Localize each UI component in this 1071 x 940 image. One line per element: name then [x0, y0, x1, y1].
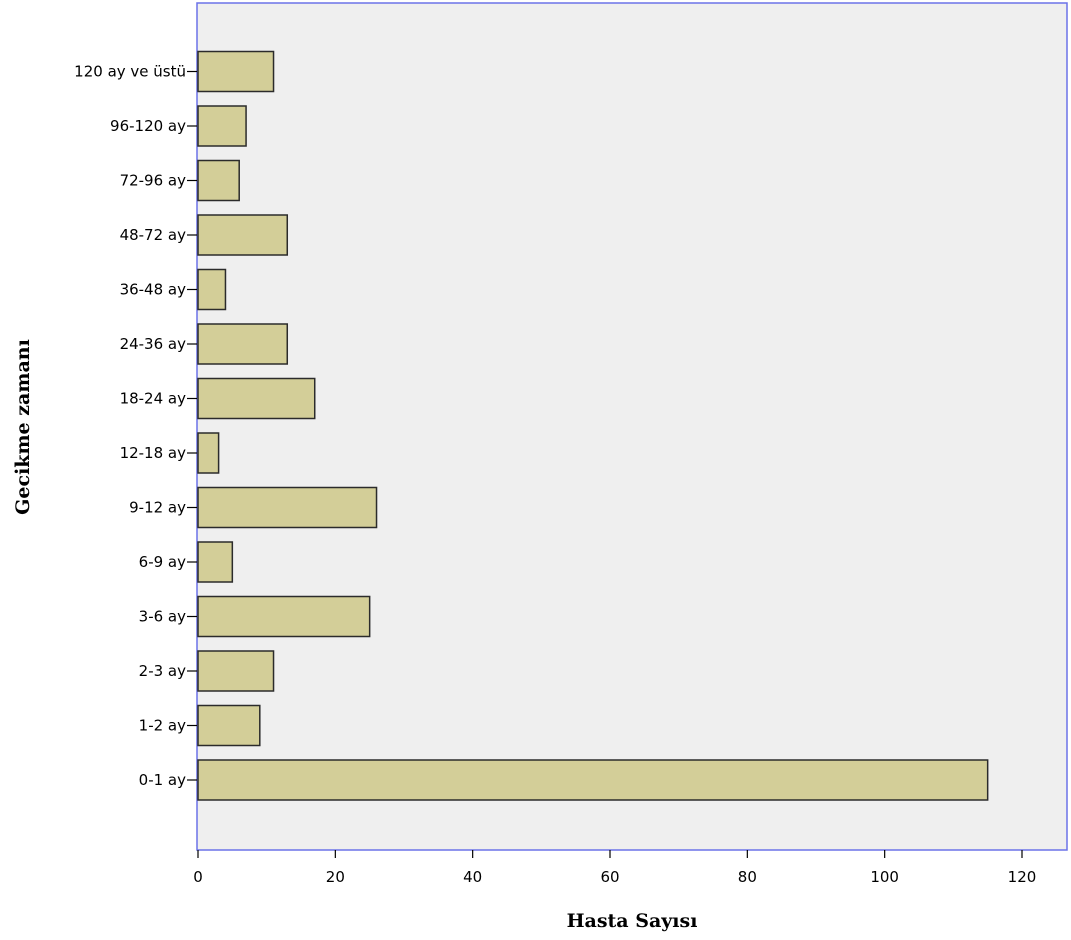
bar-6 — [197, 432, 220, 474]
y-axis-title: Gecikme zamanı — [12, 339, 34, 515]
y-tick-label: 24-36 ay — [120, 335, 187, 353]
y-tick-label: 96-120 ay — [110, 117, 186, 135]
bar-3 — [197, 595, 371, 638]
bar-1 — [197, 704, 261, 747]
x-tick-label: 80 — [738, 868, 757, 886]
x-tick-label: 20 — [326, 868, 345, 886]
y-tick-label: 2-3 ay — [139, 662, 186, 680]
y-tick-label: 9-12 ay — [129, 499, 186, 517]
bar-12 — [197, 105, 247, 147]
x-tick-label: 100 — [870, 868, 899, 886]
x-axis-title: Hasta Sayısı — [567, 910, 698, 932]
bar-5 — [197, 486, 378, 529]
x-tick-label: 120 — [1008, 868, 1037, 886]
x-axis: 0 20 40 60 80 100 120 — [193, 850, 1036, 886]
bar-2 — [197, 650, 275, 692]
bar-13 — [197, 50, 275, 93]
x-tick-label: 0 — [193, 868, 203, 886]
y-tick-label: 1-2 ay — [139, 717, 186, 735]
bar-11 — [197, 159, 240, 202]
y-tick-label: 3-6 ay — [139, 608, 186, 626]
x-tick-label: 60 — [600, 868, 619, 886]
y-axis: 0-1 ay 1-2 ay 2-3 ay 3-6 ay 6-9 ay 9-12 ay 12-… — [74, 63, 197, 789]
plot-area — [196, 2, 1068, 851]
bar-0 — [197, 759, 989, 801]
y-tick-label: 12-18 ay — [120, 444, 187, 462]
y-tick-label: 48-72 ay — [120, 226, 187, 244]
y-tick-label: 36-48 ay — [120, 281, 187, 299]
y-tick-label: 6-9 ay — [139, 553, 186, 571]
bar-4 — [197, 541, 234, 583]
bar-9 — [197, 268, 227, 311]
y-tick-label: 120 ay ve üstü — [74, 63, 186, 81]
bar-10 — [197, 214, 289, 256]
bar-8 — [197, 323, 289, 365]
y-tick-label: 72-96 ay — [120, 172, 187, 190]
x-tick-label: 40 — [463, 868, 482, 886]
y-tick-label: 0-1 ay — [139, 771, 186, 789]
bars-group — [197, 50, 989, 801]
y-tick-label: 18-24 ay — [120, 390, 187, 408]
bar-7 — [197, 377, 316, 420]
